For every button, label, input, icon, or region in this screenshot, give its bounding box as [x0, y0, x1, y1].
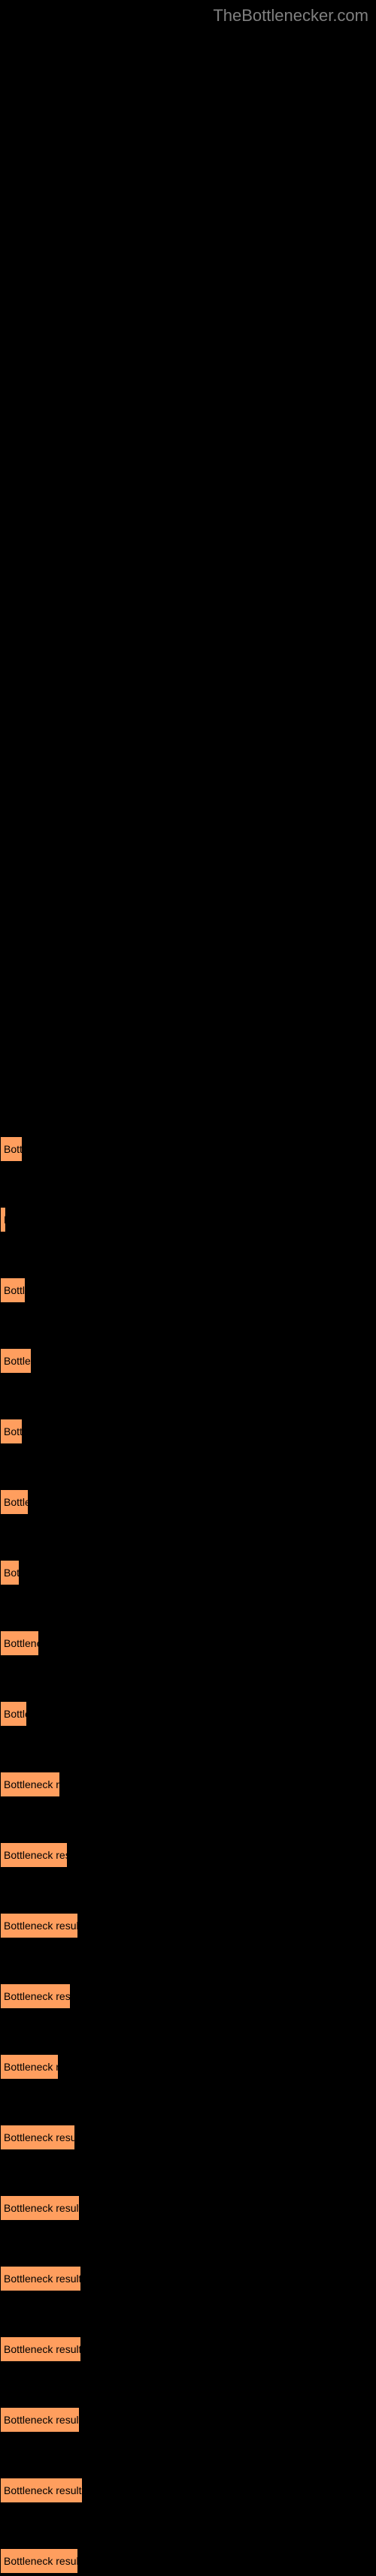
bar-label: Bottleneck result [4, 2273, 81, 2285]
bar: Bottle [0, 1419, 23, 1444]
bar-label: Bottleneck result [4, 2414, 80, 2426]
bar: Bottleneck result [0, 2336, 81, 2362]
bar-row: Bottleneck result [0, 2193, 80, 2223]
bar: Bottleneck resu [0, 1842, 68, 1868]
bar-label: Bottl [4, 1143, 23, 1155]
bar-row: Bottleneck [0, 1628, 39, 1658]
bar: Bottleneck result [0, 2407, 80, 2433]
bar-label: Bottleneck result [4, 2484, 82, 2496]
bar: Bottleneck result [0, 2195, 80, 2221]
bar-row: B [0, 1205, 6, 1235]
bar: Bottlenec [0, 1348, 32, 1374]
bar: Bottleneck result [0, 2125, 75, 2150]
bar-row: Bottleneck resul [0, 1981, 71, 2011]
bar-label: Bottlenec [4, 1355, 32, 1367]
bar: Bottlene [0, 1489, 29, 1515]
bar-row: Bottleneck res [0, 1769, 60, 1799]
bar-label: Bottleneck result [4, 2343, 81, 2355]
bar-row: Bottlenec [0, 1346, 32, 1376]
bar-label: B [4, 1214, 6, 1226]
bar-label: Bottlene [4, 1496, 29, 1508]
bar-label: Bottleneck result [4, 2555, 78, 2567]
bar: Bottleneck res [0, 1772, 60, 1797]
watermark: TheBottlenecker.com [213, 6, 368, 26]
bar-label: Bottleneck [4, 1637, 39, 1649]
bar-row: Bottleneck result [0, 2334, 81, 2364]
bar-label: Bottleneck result [4, 1920, 78, 1932]
bar: Bottleneck result [0, 2548, 78, 2574]
bar: Bottlen [0, 1701, 27, 1727]
bar-row: Bottleneck resu [0, 1840, 68, 1870]
bar-row: Bottlen [0, 1699, 27, 1729]
bar-row: Bottleneck re [0, 2052, 59, 2082]
bar-row: Bottleneck result [0, 2475, 83, 2505]
bar-label: Bottleneck result [4, 2131, 75, 2143]
bar: Bottleneck [0, 1630, 39, 1656]
bar-row: Bottlen [0, 1275, 26, 1305]
bar: Bottl [0, 1136, 23, 1162]
bar-label: Bottle [4, 1425, 23, 1437]
bar-row: Bottl [0, 1134, 23, 1164]
bar-row: Bottleneck result [0, 1911, 78, 1941]
bar-row: Bottleneck result [0, 2122, 75, 2152]
bar: Bottleneck resul [0, 1983, 71, 2009]
bar-row: Bottleneck result [0, 2546, 78, 2576]
bar-row: Bott [0, 1558, 20, 1588]
bar-row: Bottleneck result [0, 2264, 81, 2294]
bar-row: Bottlene [0, 1487, 29, 1517]
bar: Bottleneck result [0, 2478, 83, 2503]
bar-label: Bottleneck resul [4, 1990, 71, 2002]
bar: Bottlen [0, 1277, 26, 1303]
bar-row: Bottleneck result [0, 2405, 80, 2435]
bar: Bottleneck result [0, 1913, 78, 1938]
bar-label: Bottleneck result [4, 2202, 80, 2214]
bar: Bott [0, 1560, 20, 1585]
bar-label: Bottleneck resu [4, 1849, 68, 1861]
bar-label: Bottlen [4, 1708, 27, 1720]
bar-row: Bottle [0, 1416, 23, 1446]
bar: Bottleneck re [0, 2054, 59, 2080]
bar: Bottleneck result [0, 2266, 81, 2291]
bar-label: Bott [4, 1567, 20, 1579]
bar-label: Bottleneck re [4, 2061, 59, 2073]
bar: B [0, 1207, 6, 1232]
bar-label: Bottlen [4, 1284, 26, 1296]
bar-label: Bottleneck res [4, 1778, 60, 1790]
